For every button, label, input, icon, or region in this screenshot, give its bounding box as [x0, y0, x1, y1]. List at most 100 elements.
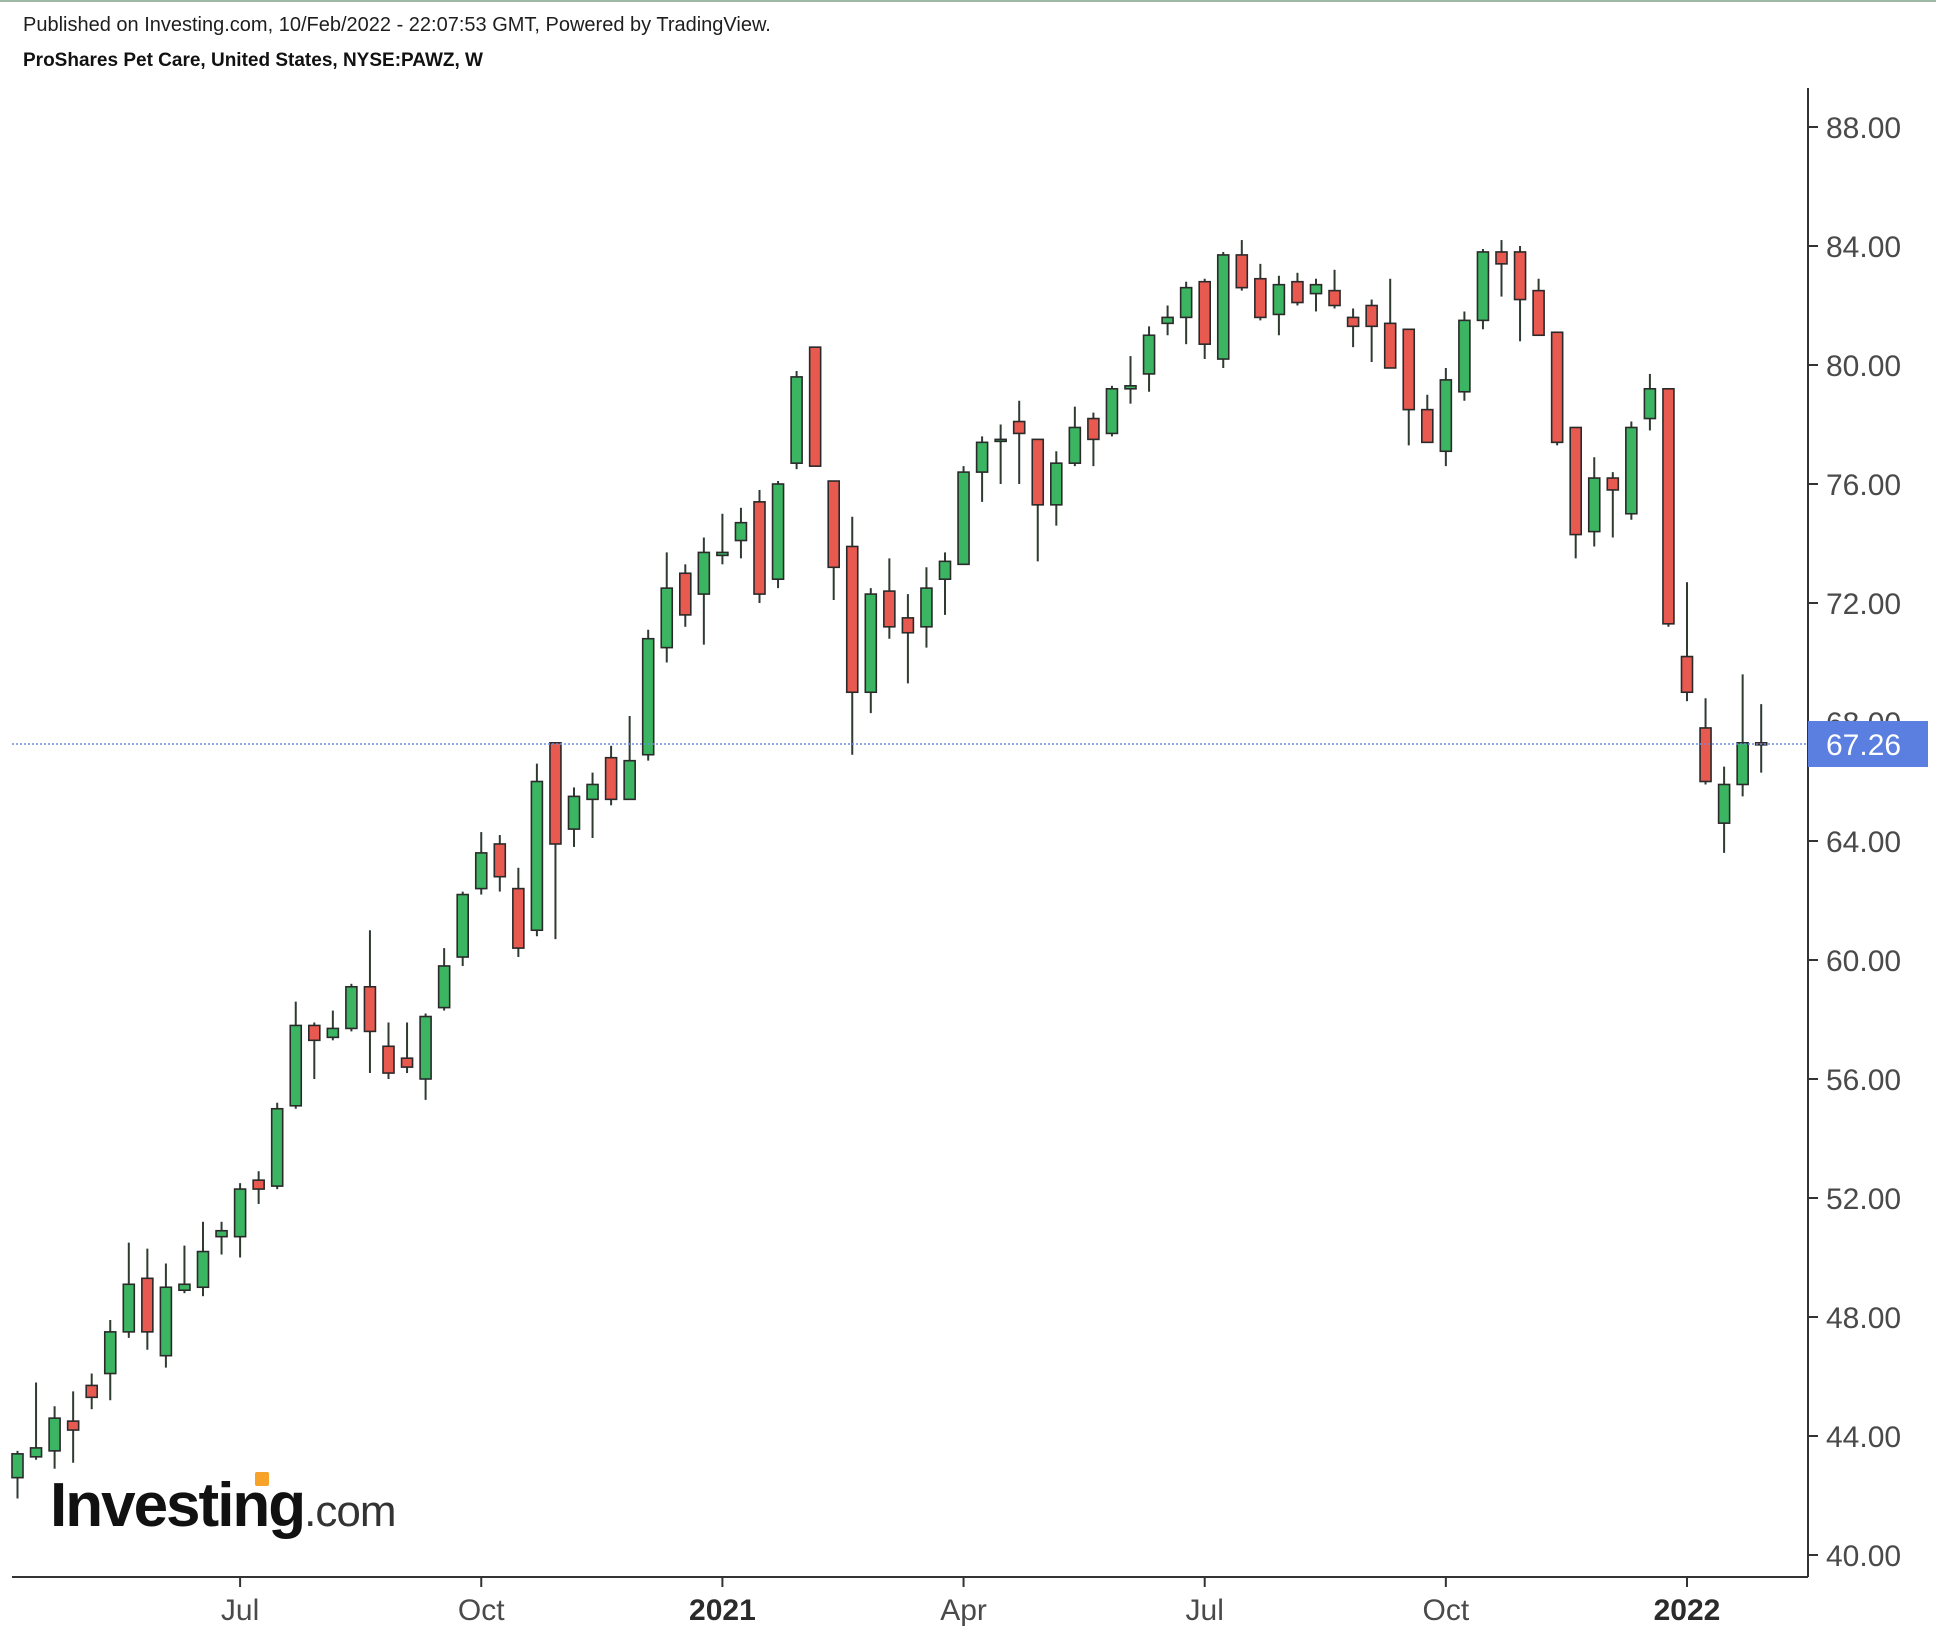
candle-body-down [1662, 387, 1675, 625]
y-tick-label: 56.00 [1826, 1064, 1901, 1097]
candle-body-up [1587, 477, 1601, 533]
candle [326, 1010, 340, 1041]
candle [159, 1263, 173, 1368]
candle-body-down [845, 545, 859, 694]
candle-body-down [1012, 420, 1026, 435]
candle [1050, 451, 1063, 526]
candle [994, 424, 1007, 484]
candle [178, 1245, 191, 1294]
symbol-title: ProShares Pet Care, United States, NYSE:… [23, 50, 483, 71]
candle [623, 716, 636, 801]
candle [419, 1013, 432, 1100]
y-tick-label: 48.00 [1826, 1302, 1901, 1335]
candle-body-up [697, 551, 711, 595]
candle-body-up [771, 483, 785, 580]
candle-body-up [1476, 251, 1490, 322]
y-tick-label: 64.00 [1826, 826, 1901, 859]
candle [1699, 698, 1712, 785]
last-price-label: 67.26 [1826, 729, 1901, 762]
candle [1124, 356, 1137, 404]
candle-body-up [957, 471, 970, 566]
candle [530, 763, 544, 937]
candle-body-down [1198, 280, 1211, 345]
candle-body-down [901, 617, 915, 634]
candle-body-up [623, 759, 636, 801]
candle [845, 516, 859, 755]
candle-body-up [975, 441, 989, 473]
last-price-badge [1808, 721, 1928, 768]
candle [289, 1001, 303, 1109]
candle [864, 588, 878, 714]
candle [493, 835, 507, 892]
candle-body-up [122, 1283, 136, 1333]
x-tick-label: 2021 [689, 1594, 756, 1627]
candle-body-up [938, 560, 952, 580]
y-tick-label: 72.00 [1826, 588, 1901, 621]
y-tick-label: 76.00 [1826, 469, 1901, 502]
candle-body-down [808, 346, 822, 467]
candle [252, 1171, 265, 1204]
candle [1606, 472, 1620, 538]
candle-body-down [1235, 254, 1249, 289]
y-tick-label: 44.00 [1826, 1421, 1901, 1454]
candle-body-up [474, 852, 488, 890]
candle [604, 745, 618, 806]
candle-body-up [233, 1188, 247, 1238]
candle-body-down [1087, 417, 1100, 441]
candle [1272, 275, 1286, 336]
candle-body-down [307, 1024, 321, 1042]
candle [382, 1022, 395, 1079]
candle-body-down [827, 480, 841, 569]
candle [808, 346, 822, 467]
candle [1439, 367, 1453, 467]
candle-body-down [1383, 322, 1397, 369]
candle-body-up [1161, 316, 1174, 325]
candle [1550, 331, 1564, 446]
candle-body-down [1532, 289, 1545, 337]
candle-body-up [159, 1286, 173, 1357]
candle [474, 832, 488, 895]
candle-body-up [1105, 387, 1119, 435]
candle-body-up [864, 593, 878, 694]
candle-body-up [1736, 742, 1749, 786]
candle [975, 436, 989, 502]
candle [901, 594, 915, 684]
candle [1216, 251, 1230, 368]
candle [1309, 278, 1323, 312]
candle [345, 983, 358, 1032]
x-tick-label: Oct [1423, 1594, 1470, 1627]
candle [400, 1022, 414, 1074]
candle-body-up [270, 1107, 284, 1187]
candle-body-down [1421, 408, 1434, 444]
last-price-marker: 67.26 [12, 721, 1928, 768]
candle [586, 772, 599, 839]
candle-body-down [1513, 251, 1527, 301]
y-tick-label: 40.00 [1826, 1540, 1901, 1573]
candle-body-up [790, 376, 803, 464]
candle [1179, 281, 1193, 345]
candle-body-up [1050, 462, 1063, 506]
candle-body-up [1458, 319, 1471, 393]
candle [1402, 328, 1416, 446]
candle-body-up [567, 795, 581, 830]
candle [48, 1406, 61, 1469]
candle-body-down [549, 742, 562, 845]
candle-body-up [716, 551, 729, 557]
candle [1328, 269, 1341, 309]
candle-body-down [883, 590, 896, 628]
candle [734, 507, 748, 559]
y-tick-label: 60.00 [1826, 945, 1901, 978]
y-tick-label: 84.00 [1826, 231, 1901, 264]
candle-body-down [604, 756, 618, 801]
candle-body-up [994, 438, 1007, 443]
candle [1458, 311, 1471, 401]
candle [678, 564, 692, 627]
candle [567, 787, 581, 847]
investing-logo[interactable]: Investing.com [50, 1470, 397, 1541]
candle [1383, 278, 1397, 369]
candle-body-up [734, 521, 748, 542]
candle [141, 1248, 154, 1350]
candle-body-up [11, 1453, 24, 1479]
y-tick-label: 88.00 [1826, 112, 1901, 145]
